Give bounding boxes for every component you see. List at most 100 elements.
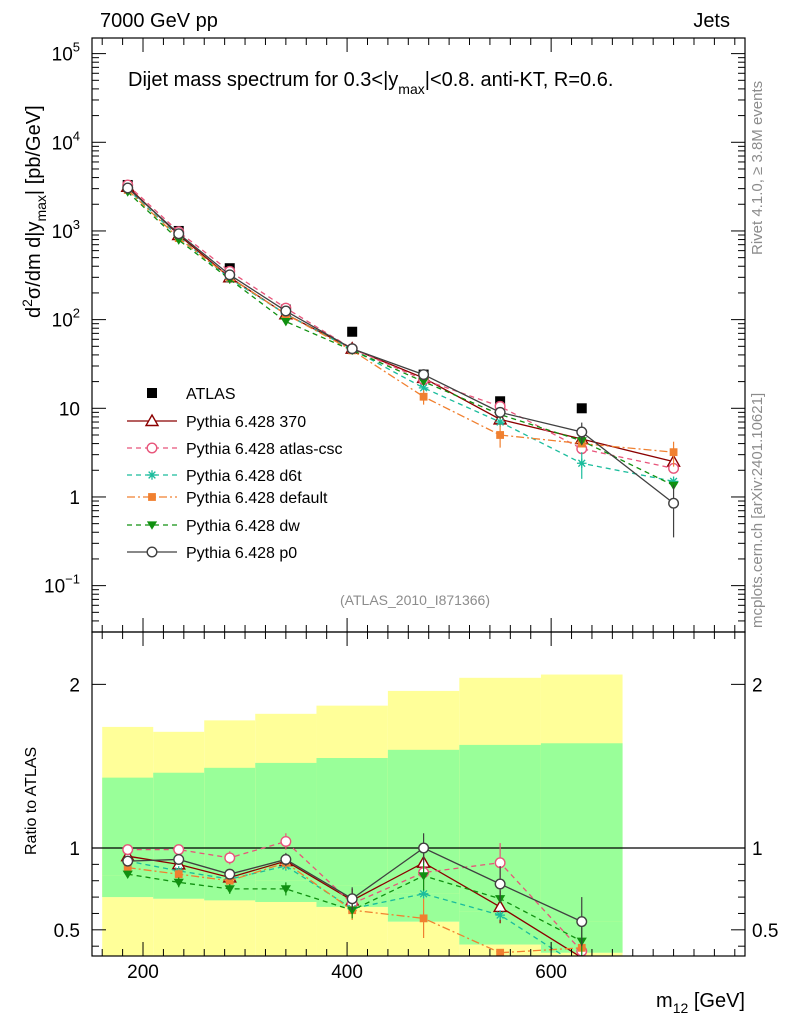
series-point: [122, 182, 134, 194]
uncertainty-band-outer-low: [102, 897, 154, 956]
ratio-series-point: [174, 870, 183, 879]
ratio-series-point: [173, 853, 185, 865]
ratio-series-point: [494, 878, 506, 890]
series-line: [127, 184, 674, 470]
mcplots-label: mcplots.cern.ch [arXiv:2401.10621]: [749, 393, 766, 628]
ratio-series-point: [495, 910, 505, 920]
ratio-series-line: [127, 855, 581, 956]
series-point: [418, 369, 430, 381]
legend: ATLAS Pythia 6.428 370 Pythia 6.428 atla…: [127, 386, 343, 562]
ratio-y-tick-label: 1: [69, 839, 80, 860]
legend-marker: [147, 470, 157, 480]
ratio-series-point: [225, 876, 234, 885]
legend-marker: [146, 546, 158, 558]
legend-label: Pythia 6.428 dw: [186, 518, 300, 535]
legend-marker: [144, 413, 160, 427]
data-point: [576, 403, 587, 414]
ratio-series-point: [576, 916, 588, 928]
ratio-y-tick-label-right: 0.5: [752, 921, 778, 942]
uncertainty-band-outer-low: [204, 900, 256, 956]
series-point: [173, 228, 185, 240]
legend-label: Pythia 6.428 370: [186, 414, 306, 431]
y-tick-label: 102: [52, 306, 80, 332]
ratio-series-point: [577, 963, 587, 973]
legend-label: Pythia 6.428 p0: [186, 545, 297, 562]
y-tick-label: 10−1: [44, 572, 80, 598]
ratio-series-point: [418, 889, 429, 899]
y-tick-label: 103: [52, 217, 80, 243]
series-point: [668, 497, 680, 509]
series-point: [346, 343, 358, 355]
main-plot-series: [120, 179, 681, 538]
legend-marker: [147, 388, 157, 398]
ratio-series-point: [419, 914, 428, 923]
series-point: [576, 458, 587, 469]
ratio-series-point: [280, 853, 292, 865]
main-plot-ylabel: d2σ/dm d|ymax| [pb/GeV]: [19, 105, 49, 318]
legend-label-data: ATLAS: [186, 386, 236, 403]
y-tick-label: 105: [52, 40, 80, 66]
y-tick-label: 10: [59, 399, 80, 420]
uncertainty-band-inner-low: [102, 875, 154, 898]
ratio-y-tick-label: 0.5: [54, 921, 80, 942]
series-point: [668, 476, 679, 487]
y-tick-label: 104: [52, 128, 80, 154]
ratio-plot-frame: [91, 631, 746, 957]
main-plot-title: Dijet mass spectrum for 0.3<|ymax|<0.8. …: [128, 69, 613, 97]
legend-marker: [146, 442, 158, 454]
series-point: [419, 392, 428, 401]
main-plot-frame: [91, 37, 746, 633]
rivet-version-label: Rivet 4.1.0, ≥ 3.8M events: [749, 81, 766, 255]
ratio-plot-xlabel: m12 [GeV]: [656, 990, 745, 1016]
header-left-label: 7000 GeV pp: [100, 10, 218, 32]
ratio-plot-series: [92, 833, 745, 973]
legend-label: Pythia 6.428 d6t: [186, 468, 302, 485]
ratio-y-tick-label-right: 1: [752, 839, 763, 860]
series-point: [495, 417, 505, 427]
y-tick-label: 1: [69, 488, 80, 509]
series-point: [280, 305, 292, 317]
series-point: [418, 378, 429, 387]
ratio-plot-ylabel: Ratio to ATLAS: [23, 747, 40, 855]
ratio-series-point: [122, 844, 134, 856]
uncertainty-band-inner: [540, 743, 623, 922]
ratio-series-point: [346, 893, 358, 905]
ratio-series-point: [418, 872, 429, 881]
series-line: [127, 188, 674, 482]
ratio-x-tick-label: 200: [127, 962, 159, 983]
ratio-series-point: [173, 844, 185, 856]
header-right-label: Jets: [693, 10, 730, 32]
ratio-series-point: [173, 878, 184, 888]
series-point: [669, 448, 678, 457]
uncertainty-band-outer-low: [153, 898, 205, 956]
data-point: [347, 326, 358, 337]
uncertainty-band-inner: [316, 758, 388, 886]
legend-marker: [146, 521, 158, 530]
series-point: [418, 383, 429, 393]
ratio-y-tick-label-right: 2: [752, 675, 763, 696]
legend-marker: [148, 493, 156, 501]
ratio-y-tick-label: 2: [69, 675, 80, 696]
ratio-series-line: [127, 860, 566, 956]
ratio-series-line: [127, 847, 583, 923]
legend-label: Pythia 6.428 default: [186, 490, 328, 507]
ratio-series-point: [280, 835, 292, 847]
uncertainty-band-inner-low: [153, 877, 205, 899]
ratio-series-point: [418, 842, 430, 854]
uncertainty-band-outer-low: [255, 902, 317, 956]
series-point: [496, 431, 505, 439]
ratio-series-point: [347, 906, 358, 915]
series-point: [280, 318, 291, 327]
ratio-series-point: [123, 863, 132, 872]
series-line: [127, 189, 674, 453]
series-point: [576, 426, 588, 438]
series-point: [224, 269, 236, 281]
ratio-series-point: [224, 885, 235, 894]
ratio-series-group: [120, 833, 588, 973]
ratio-plot-area: [102, 674, 623, 956]
ratio-x-tick-label: 600: [535, 962, 567, 983]
ratio-series-point: [280, 885, 291, 894]
ratio-series-line: [127, 862, 582, 954]
